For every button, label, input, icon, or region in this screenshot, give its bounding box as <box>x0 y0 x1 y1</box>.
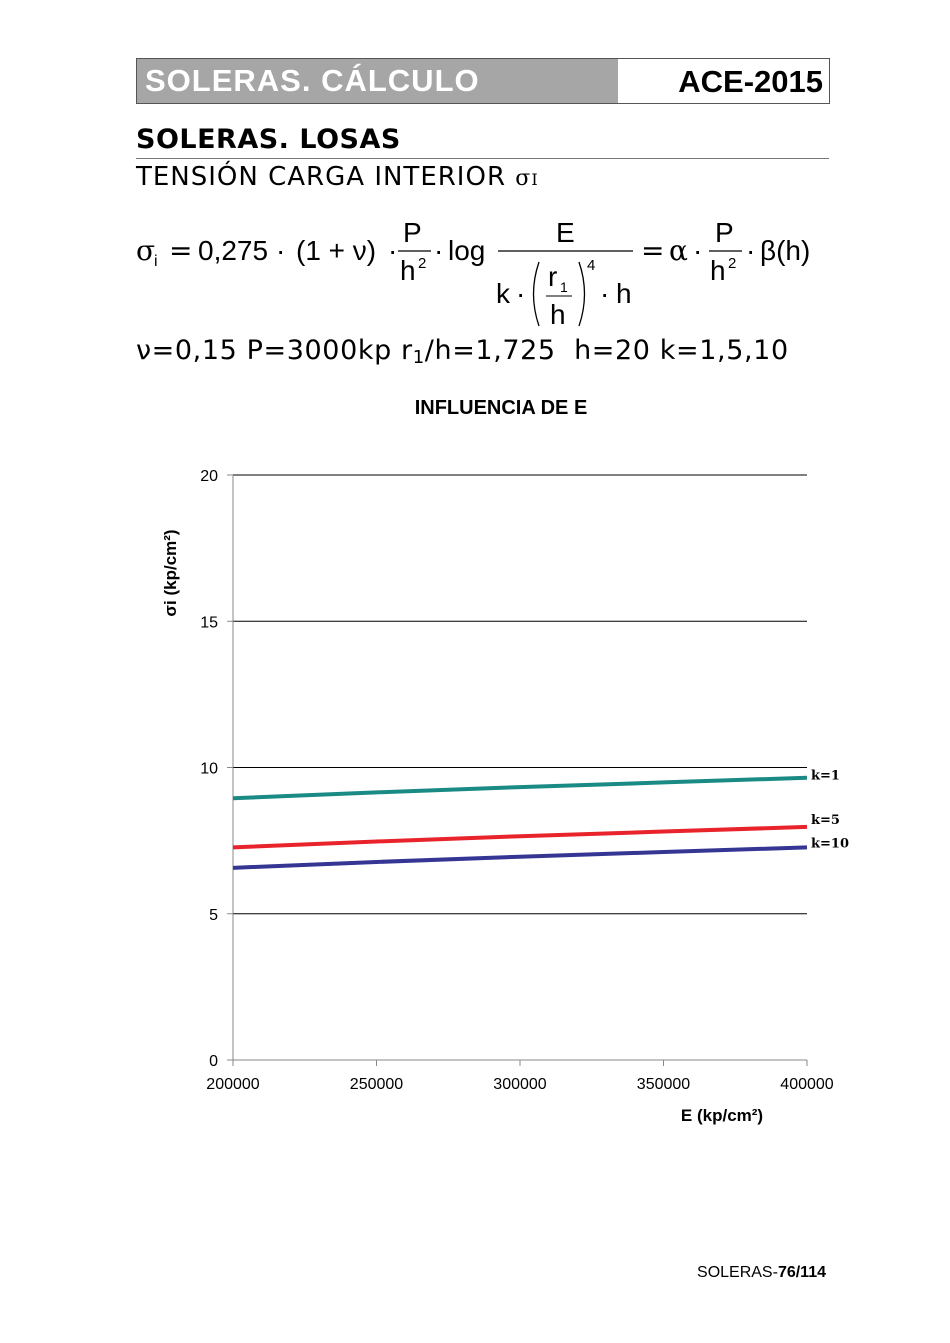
formula-h-2: h <box>550 299 566 330</box>
param-r-ratio: /h=1,725 <box>424 335 556 366</box>
param-P: P=3000kp <box>246 335 392 366</box>
formula-dot-5: · <box>600 278 609 309</box>
formula-paren-left <box>532 261 540 327</box>
section-title: SOLERAS. LOSAS <box>136 124 401 155</box>
formula-log: log <box>448 235 485 266</box>
subtitle-symbol: σI <box>515 166 539 191</box>
header-code: ACE-2015 <box>618 59 829 103</box>
x-axis-label: E (kp/cm²) <box>681 1106 763 1125</box>
formula-dot-1: · <box>276 235 285 266</box>
formula-lhs: σ <box>136 234 155 267</box>
chart-title: INFLUENCIA DE E <box>414 397 588 419</box>
y-tick-label: 10 <box>200 761 218 778</box>
formula-r: r <box>548 261 557 292</box>
param-r-sub: 1 <box>412 347 425 368</box>
stress-formula: σ i = 0,275 · (1 + ν) · P h 2 · log E k … <box>136 217 810 330</box>
formula-paren-right <box>578 261 586 327</box>
subtitle: TENSIÓN CARGA INTERIOR σI <box>136 162 539 192</box>
formula-h-1: h <box>400 255 416 286</box>
formula-equals-1: = <box>169 234 192 267</box>
y-tick-label: 15 <box>200 614 218 631</box>
x-tick-label: 250000 <box>350 1076 403 1093</box>
formula-beta: β(h) <box>760 235 810 266</box>
subtitle-text: TENSIÓN CARGA INTERIOR <box>136 162 516 192</box>
parameters-line: ν=0,15 P=3000kp r1/h=1,725 h=20 k=1,5,10 <box>136 335 789 368</box>
formula-P-2: P <box>715 217 734 248</box>
formula-k: k <box>496 278 511 309</box>
param-r-prefix: r <box>401 335 413 366</box>
formula-coef: 0,275 <box>198 235 268 266</box>
footer-prefix: SOLERAS- <box>697 1264 778 1281</box>
formula-exp-3: 2 <box>728 255 736 272</box>
page-footer: SOLERAS-76/114 <box>697 1264 826 1282</box>
formula-r-sub: 1 <box>560 279 568 295</box>
formula-dot-3: · <box>434 235 443 266</box>
series-label-k10: k=10 <box>811 836 849 851</box>
series-label-k5: k=5 <box>811 813 840 828</box>
page-number: 76/114 <box>777 1264 826 1281</box>
formula-exp-1: 2 <box>418 255 426 272</box>
x-tick-label: 200000 <box>206 1076 259 1093</box>
formula-equals-2: = <box>641 234 664 267</box>
y-axis-label: σi (kp/cm²) <box>161 529 180 616</box>
formula-alpha: α <box>669 234 688 267</box>
y-tick-label: 0 <box>209 1053 218 1070</box>
formula-P-1: P <box>403 217 422 248</box>
formula-dot-7: · <box>746 235 755 266</box>
x-tick-label: 400000 <box>780 1076 833 1093</box>
formula-h-3: h <box>616 278 632 309</box>
page-header: SOLERAS. CÁLCULO ACE-2015 <box>136 58 830 104</box>
formula-factor: (1 + ν) <box>296 235 376 266</box>
param-k: k=1,5,10 <box>659 335 789 366</box>
y-tick-label: 20 <box>200 468 218 485</box>
header-title: SOLERAS. CÁLCULO <box>137 59 618 103</box>
formula-dot-6: · <box>693 235 702 266</box>
x-tick-label: 350000 <box>637 1076 690 1093</box>
formula-h-4: h <box>710 255 726 286</box>
series-label-k1: k=1 <box>811 769 840 784</box>
series-line-k1 <box>232 775 808 801</box>
param-h: h=20 <box>574 335 651 366</box>
formula-dot-2: · <box>388 235 397 266</box>
series-line-k5 <box>232 824 808 850</box>
x-tick-label: 300000 <box>493 1076 546 1093</box>
formula-E: E <box>556 217 575 248</box>
section-divider <box>136 158 829 159</box>
param-nu: ν=0,15 <box>136 335 238 366</box>
formula-dot-4: · <box>516 278 525 309</box>
y-tick-label: 5 <box>209 907 218 924</box>
formula-lhs-sub: i <box>154 253 158 270</box>
series-line-k10 <box>232 845 808 870</box>
formula-exp-2: 4 <box>587 257 595 274</box>
